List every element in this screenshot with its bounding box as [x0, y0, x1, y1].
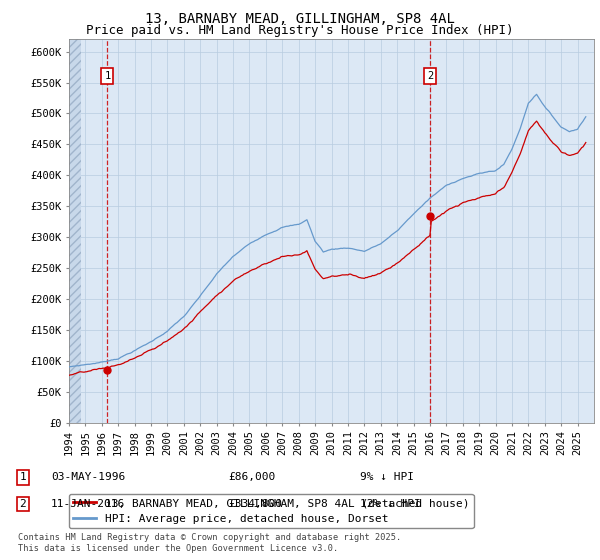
Text: 9% ↓ HPI: 9% ↓ HPI: [360, 472, 414, 482]
Legend: 13, BARNABY MEAD, GILLINGHAM, SP8 4AL (detached house), HPI: Average price, deta: 13, BARNABY MEAD, GILLINGHAM, SP8 4AL (d…: [69, 494, 473, 528]
Text: 13, BARNABY MEAD, GILLINGHAM, SP8 4AL: 13, BARNABY MEAD, GILLINGHAM, SP8 4AL: [145, 12, 455, 26]
Text: £86,000: £86,000: [228, 472, 275, 482]
Text: Contains HM Land Registry data © Crown copyright and database right 2025.
This d: Contains HM Land Registry data © Crown c…: [18, 533, 401, 553]
Bar: [69, 39, 81, 423]
Text: 11-JAN-2016: 11-JAN-2016: [51, 499, 125, 509]
Text: 1: 1: [19, 472, 26, 482]
Text: 2: 2: [427, 71, 434, 81]
Text: £334,800: £334,800: [228, 499, 282, 509]
Text: 12% ↓ HPI: 12% ↓ HPI: [360, 499, 421, 509]
Text: 03-MAY-1996: 03-MAY-1996: [51, 472, 125, 482]
Text: 1: 1: [104, 71, 110, 81]
Text: 2: 2: [19, 499, 26, 509]
Text: Price paid vs. HM Land Registry's House Price Index (HPI): Price paid vs. HM Land Registry's House …: [86, 24, 514, 36]
